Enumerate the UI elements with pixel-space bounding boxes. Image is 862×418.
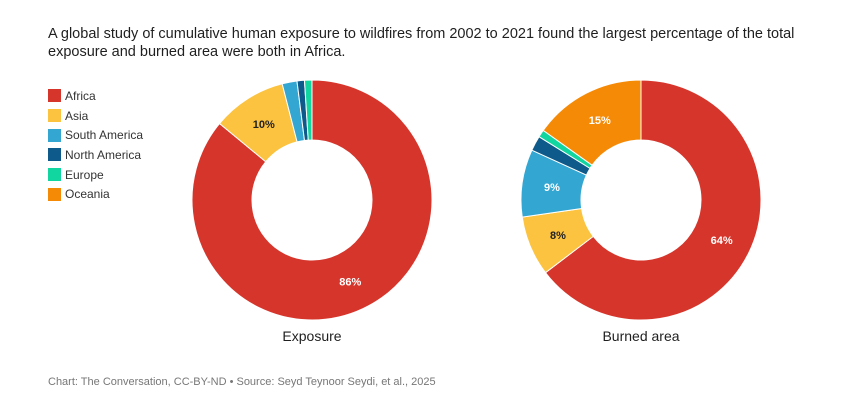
data-label-burned-area-africa: 64% [711,235,733,247]
legend-label-north-america: North America [65,147,142,162]
legend-item-north-america: North America [48,145,143,165]
data-label-burned-area-asia: 8% [550,230,566,242]
legend-item-asia: Asia [48,106,143,126]
legend-swatch-oceania [48,187,61,201]
data-label-exposure-asia: 10% [253,119,275,131]
legend-label-oceania: Oceania [65,187,110,202]
slice-burned-area-africa [544,79,762,321]
legend-item-africa: Africa [48,86,143,106]
chart-label-exposure: Exposure [282,328,342,344]
legend: Africa Asia South America North America … [48,86,143,204]
legend-swatch-asia [48,109,61,123]
legend-swatch-south-america [48,128,61,142]
data-label-burned-area-oceania: 15% [589,115,611,127]
data-label-exposure-africa: 86% [339,276,361,288]
legend-swatch-north-america [48,148,61,162]
legend-label-africa: Africa [65,88,96,103]
legend-label-asia: Asia [65,108,89,123]
data-label-burned-area-south-america: 9% [544,182,560,194]
legend-label-south-america: South America [65,128,144,143]
legend-item-oceania: Oceania [48,184,143,204]
chart-label-burned-area: Burned area [602,328,680,344]
legend-item-south-america: South America [48,125,143,145]
chart-title: A global study of cumulative human expos… [48,26,795,60]
donut-exposure: 86% 10% [191,79,433,321]
legend-label-europe: Europe [65,167,104,182]
legend-item-europe: Europe [48,165,143,185]
slice-exposure-africa [191,79,433,321]
legend-swatch-africa [48,89,61,103]
legend-swatch-europe [48,168,61,182]
chart-credit: Chart: The Conversation, CC-BY-ND • Sour… [48,376,436,388]
slice-exposure-europe [303,79,313,141]
slice-burned-area-oceania [542,79,642,166]
donut-burned-area: 64% 8% 9% 15% [520,79,762,321]
